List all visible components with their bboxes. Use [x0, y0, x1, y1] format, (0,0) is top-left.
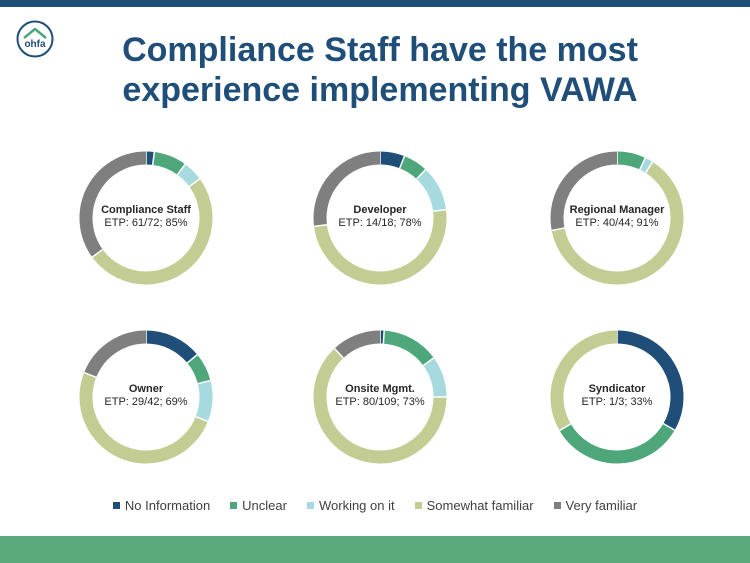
donut-segment-no-information — [145, 330, 198, 364]
donut-label-name: Owner — [128, 383, 164, 395]
donut-segment-somewhat-familiar — [79, 372, 208, 464]
ohfa-logo: ohfa — [16, 20, 54, 58]
segment-separator — [645, 161, 654, 174]
legend-item-unclear: Unclear — [230, 498, 287, 513]
legend-swatch — [230, 502, 238, 509]
donut-segment-very-familiar — [313, 151, 381, 227]
legend-item-somewhat-familiar: Somewhat familiar — [414, 498, 534, 513]
donut-segment-working-on-it — [177, 164, 200, 187]
segment-separator — [432, 208, 447, 213]
legend-label: Very familiar — [565, 498, 638, 513]
donut-segment-unclear — [399, 156, 426, 180]
segment-separator — [639, 157, 646, 170]
segment-separator — [333, 348, 344, 359]
legend-label: Unclear — [242, 498, 287, 513]
legend-label: No Information — [124, 498, 211, 513]
donut-segment-somewhat-familiar — [313, 348, 447, 464]
donut-label-subtitle: ETP: 61/72; 85% — [104, 217, 188, 229]
legend-swatch — [306, 502, 314, 509]
donut-label-subtitle: ETP: 14/18; 78% — [338, 217, 422, 229]
segment-separator — [176, 163, 186, 176]
donut-segment-unclear — [616, 151, 646, 170]
legend-item-working-on-it: Working on it — [306, 498, 395, 513]
donut-segment-very-familiar — [84, 330, 147, 378]
donut-segment-unclear — [559, 423, 675, 464]
donut-segment-somewhat-familiar — [551, 161, 684, 285]
donut-segment-very-familiar — [550, 151, 618, 231]
donut-segment-somewhat-familiar — [314, 209, 447, 285]
segment-separator — [559, 423, 572, 432]
donut-label: Onsite Mgmt. ETP: 80/109; 73% — [305, 383, 455, 409]
segment-separator — [91, 248, 104, 258]
segment-separator — [416, 169, 427, 180]
donut-segment-unclear — [152, 152, 186, 175]
donut-label-name: Syndicator — [588, 383, 646, 395]
donut-segment-no-information — [616, 330, 684, 431]
segment-separator — [422, 357, 435, 367]
donut-segment-working-on-it — [639, 157, 653, 173]
donut-label: Regional Manager ETP: 40/44; 91% — [542, 204, 692, 230]
legend-item-very-familiar: Very familiar — [553, 498, 638, 513]
donut-segment-very-familiar — [79, 151, 147, 258]
donut-segment-somewhat-familiar — [550, 330, 618, 431]
donut-label: Compliance Staff ETP: 61/72; 85% — [71, 204, 221, 230]
donut-label-name: Onsite Mgmt. — [345, 383, 415, 395]
segment-separator — [382, 330, 385, 344]
legend-item-no-information: No Information — [112, 498, 211, 513]
donut-segment-unclear — [383, 330, 434, 366]
page-title: Compliance Staff have the most experienc… — [122, 31, 638, 109]
segment-separator — [663, 423, 676, 431]
donut-label: Owner ETP: 29/42; 69% — [71, 383, 221, 409]
segment-separator — [83, 371, 97, 379]
donut-label-name: Compliance Staff — [101, 204, 191, 216]
segment-separator — [551, 227, 565, 232]
segment-separator — [398, 155, 406, 169]
donut-segment-working-on-it — [195, 380, 213, 422]
donut-segment-working-on-it — [423, 357, 447, 398]
legend-label: Somewhat familiar — [426, 498, 534, 513]
bottom-accent-bar — [0, 536, 750, 563]
donut-segment-unclear — [187, 354, 211, 384]
logo-text: ohfa — [24, 39, 46, 50]
legend-label: Working on it — [318, 498, 395, 513]
donut-label-subtitle: ETP: 80/109; 73% — [335, 396, 425, 408]
segment-separator — [188, 178, 201, 188]
segment-separator — [197, 379, 211, 385]
segment-separator — [151, 151, 156, 166]
legend-swatch — [414, 502, 422, 509]
donut-label: Developer ETP: 14/18; 78% — [305, 204, 455, 230]
top-accent-bar — [0, 0, 750, 7]
donut-segment-no-information — [379, 151, 405, 169]
legend-swatch — [112, 502, 120, 509]
donut-segment-working-on-it — [416, 169, 446, 212]
donut-label-name: Regional Manager — [569, 204, 665, 216]
chart-legend: No Information Unclear Working on it Somewh… — [0, 498, 750, 513]
donut-label-subtitle: ETP: 29/42; 69% — [104, 396, 188, 408]
segment-separator — [186, 354, 198, 364]
segment-separator — [313, 223, 328, 228]
legend-swatch — [553, 502, 561, 509]
segment-separator — [195, 415, 209, 423]
donut-segment-very-familiar — [334, 330, 381, 359]
donut-label-subtitle: ETP: 40/44; 91% — [575, 217, 659, 229]
donut-label-name: Developer — [353, 204, 407, 216]
donut-segment-somewhat-familiar — [92, 178, 213, 285]
donut-label-subtitle: ETP: 1/3; 33% — [581, 396, 653, 408]
donut-label: Syndicator ETP: 1/3; 33% — [542, 383, 692, 409]
